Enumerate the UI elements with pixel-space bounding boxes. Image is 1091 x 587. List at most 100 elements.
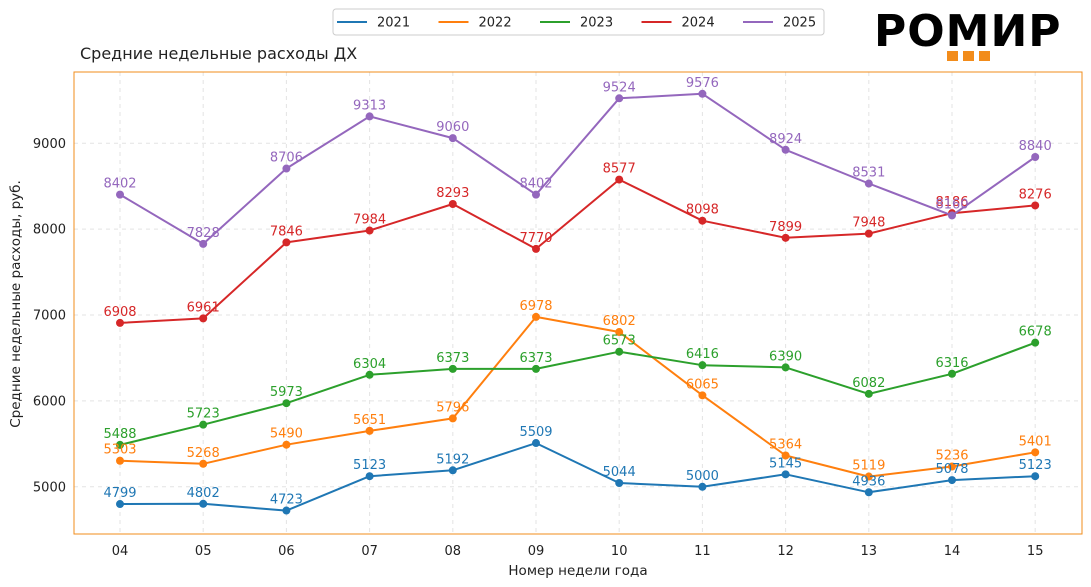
logo-wordmark: РОМИР: [874, 6, 1062, 57]
data-label-2022: 6802: [603, 314, 636, 329]
data-label-2024: 8276: [1019, 187, 1052, 202]
data-point-2022: [615, 328, 624, 337]
data-point-2025: [1031, 153, 1040, 162]
y-tick-label: 7000: [33, 309, 66, 324]
data-point-2023: [1031, 338, 1040, 347]
x-tick-label: 14: [944, 544, 961, 559]
data-point-2021: [948, 476, 956, 485]
data-label-2023: 5488: [103, 427, 136, 442]
data-point-2024: [781, 233, 790, 242]
legend: 2021 2022 2023 2024 2025: [332, 8, 825, 36]
x-tick-label: 04: [112, 544, 129, 559]
data-point-2022: [864, 472, 873, 481]
data-point-2024: [448, 199, 457, 208]
data-point-2023: [199, 420, 208, 429]
y-axis-label: Средние недельные расходы, руб.: [8, 180, 24, 428]
data-label-2023: 5723: [187, 407, 220, 422]
x-axis-ticks: 04 05 06 07 08 09 10 11 12 13 14 15: [112, 544, 1044, 559]
data-point-2024: [698, 216, 707, 225]
data-label-2025: 9576: [686, 76, 719, 91]
data-point-2022: [781, 451, 790, 460]
data-label-2024: 8577: [603, 162, 636, 177]
data-labels: 4799 4802 4723 5123 5192 5509 5044 5000 5145 4936…: [103, 76, 1051, 508]
series-line-2024: [119, 178, 1036, 324]
data-label-2023: 6573: [603, 334, 636, 349]
data-point-2025: [948, 211, 956, 220]
data-point-2021: [1031, 472, 1040, 481]
data-point-2022: [199, 459, 208, 468]
x-tick-label: 05: [195, 544, 212, 559]
data-label-2022: 5364: [769, 438, 802, 453]
data-point-2021: [448, 466, 457, 475]
data-label-2024: 7846: [270, 224, 303, 239]
data-label-2022: 5236: [935, 449, 968, 464]
data-label-2021: 5000: [686, 469, 719, 484]
data-label-2025: 9060: [436, 120, 469, 135]
data-point-2023: [116, 440, 124, 449]
x-tick-label: 10: [611, 544, 628, 559]
data-point-2025: [199, 239, 208, 248]
data-label-2021: 4936: [852, 474, 885, 489]
data-label-2021: 5509: [519, 425, 552, 440]
data-label-2021: 4799: [103, 486, 136, 501]
data-label-2023: 6082: [852, 376, 885, 391]
data-point-2024: [1031, 201, 1040, 210]
data-label-2025: 8924: [769, 132, 802, 147]
data-point-2021: [116, 500, 124, 509]
data-label-2021: 5044: [603, 465, 636, 480]
y-tick-label: 8000: [33, 223, 66, 238]
data-point-2022: [365, 426, 374, 435]
data-point-2023: [864, 389, 873, 398]
x-tick-label: 12: [777, 544, 794, 559]
data-label-2025: 8531: [852, 166, 885, 181]
data-label-2025: 8160: [935, 197, 968, 212]
legend-box: [332, 8, 825, 36]
data-point-2024: [864, 229, 873, 238]
data-label-2023: 6316: [935, 356, 968, 371]
data-point-2022: [448, 414, 457, 423]
data-point-2022: [532, 312, 540, 321]
series-line-2021: [119, 442, 1036, 512]
data-label-2022: 5401: [1019, 434, 1052, 449]
data-label-2025: 8840: [1019, 139, 1052, 154]
data-point-2021: [615, 478, 624, 487]
data-label-2024: 7984: [353, 213, 386, 228]
data-label-2023: 5973: [270, 385, 303, 400]
data-point-2025: [781, 145, 790, 154]
legend-label-2022: 2022: [479, 16, 512, 31]
data-label-2025: 9313: [353, 98, 386, 113]
data-point-2025: [282, 164, 291, 173]
data-label-2021: 5078: [935, 462, 968, 477]
x-tick-label: 06: [278, 544, 295, 559]
data-label-2023: 6390: [769, 349, 802, 364]
y-tick-label: 9000: [33, 137, 66, 152]
data-label-2024: 7948: [852, 216, 885, 231]
data-point-2021: [532, 439, 540, 448]
x-tick-label: 13: [861, 544, 878, 559]
x-axis-label: Номер недели года: [508, 563, 647, 579]
data-label-2025: 7828: [187, 226, 220, 241]
series-line-2023: [119, 341, 1036, 446]
data-label-2023: 6373: [436, 351, 469, 366]
grid: [74, 72, 1082, 534]
romir-logo: РОМИР: [874, 6, 1062, 61]
data-label-2022: 5490: [270, 427, 303, 442]
data-point-2021: [282, 506, 291, 515]
data-label-2023: 6373: [519, 351, 552, 366]
legend-label-2021: 2021: [377, 16, 410, 31]
data-label-2021: 5123: [353, 458, 386, 473]
data-label-2023: 6304: [353, 357, 386, 372]
legend-label-2023: 2023: [580, 16, 613, 31]
data-label-2022: 5651: [353, 413, 386, 428]
data-label-2024: 7770: [519, 231, 552, 246]
data-point-2023: [698, 361, 707, 370]
data-label-2021: 5145: [769, 456, 802, 471]
data-point-2024: [282, 238, 291, 247]
data-label-2024: 8186: [935, 195, 968, 210]
data-label-2021: 5192: [436, 452, 469, 467]
data-label-2024: 6908: [103, 305, 136, 320]
data-label-2023: 6678: [1019, 325, 1052, 340]
x-tick-label: 08: [445, 544, 462, 559]
data-point-2022: [116, 456, 124, 465]
data-point-2024: [532, 244, 540, 253]
